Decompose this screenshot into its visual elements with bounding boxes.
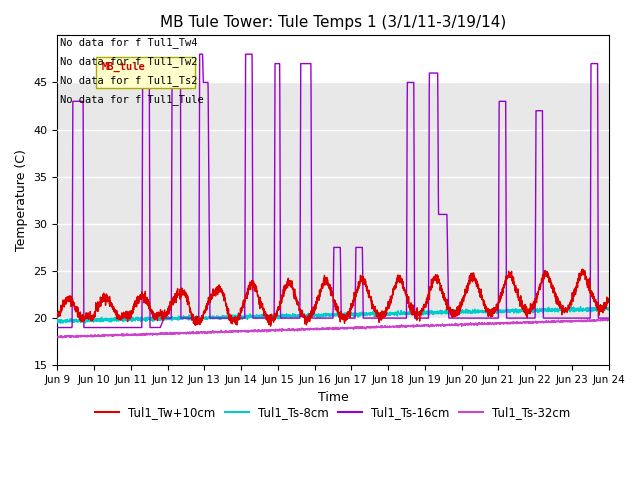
Legend: Tul1_Tw+10cm, Tul1_Ts-8cm, Tul1_Ts-16cm, Tul1_Ts-32cm: Tul1_Tw+10cm, Tul1_Ts-8cm, Tul1_Ts-16cm,… bbox=[91, 401, 575, 424]
Bar bbox=[58, 83, 609, 318]
Text: MB_tule: MB_tule bbox=[102, 62, 145, 72]
Text: No data for f Tul1_Tw4: No data for f Tul1_Tw4 bbox=[60, 37, 198, 48]
Text: No data for f Tul1_Tule: No data for f Tul1_Tule bbox=[60, 95, 204, 105]
Text: No data for f Tul1_Tw2: No data for f Tul1_Tw2 bbox=[60, 56, 198, 67]
Title: MB Tule Tower: Tule Temps 1 (3/1/11-3/19/14): MB Tule Tower: Tule Temps 1 (3/1/11-3/19… bbox=[160, 15, 506, 30]
FancyBboxPatch shape bbox=[96, 57, 195, 88]
Text: No data for f Tul1_Ts2: No data for f Tul1_Ts2 bbox=[60, 75, 198, 86]
X-axis label: Time: Time bbox=[317, 391, 348, 404]
Y-axis label: Temperature (C): Temperature (C) bbox=[15, 149, 28, 251]
